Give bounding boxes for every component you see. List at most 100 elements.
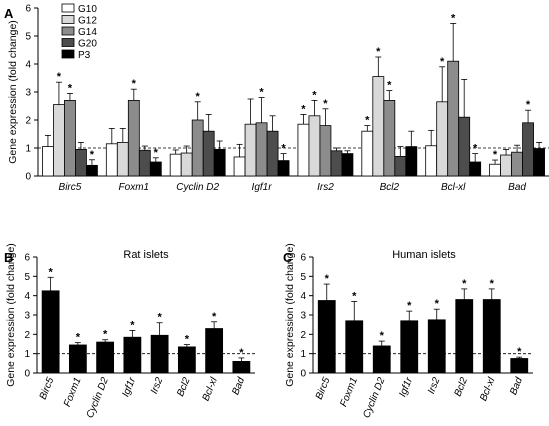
bar xyxy=(42,146,54,177)
bar xyxy=(469,161,482,177)
y-tick-label: 4 xyxy=(24,291,30,302)
legend-label: G10 xyxy=(78,4,97,15)
significance-star: * xyxy=(132,78,137,90)
bar xyxy=(86,164,98,177)
bar xyxy=(138,149,151,177)
significance-star: * xyxy=(259,87,264,99)
significance-star: * xyxy=(440,56,445,68)
category-label: Bcl2 xyxy=(380,182,400,193)
significance-star: * xyxy=(90,149,95,161)
category-label: Bad xyxy=(508,376,525,397)
legend-swatch xyxy=(61,26,75,36)
y-tick-label: 2 xyxy=(24,330,30,341)
bar xyxy=(533,148,545,177)
bar xyxy=(361,130,374,177)
category-label: Birc5 xyxy=(38,376,57,402)
y-tick-label: 3 xyxy=(300,311,306,322)
y-tick-label: 1 xyxy=(25,144,31,155)
category-label: Bcl-xl xyxy=(201,375,221,403)
significance-star: * xyxy=(57,71,62,83)
bar xyxy=(266,130,279,177)
bar xyxy=(255,122,268,177)
significance-star: * xyxy=(239,347,244,359)
significance-star: * xyxy=(365,115,370,127)
bar xyxy=(116,141,129,177)
y-tick-label: 3 xyxy=(25,88,31,99)
significance-star: * xyxy=(212,311,217,323)
y-tick-label: 2 xyxy=(25,116,31,127)
y-tick-label: 4 xyxy=(25,60,31,71)
bar xyxy=(213,148,226,177)
category-label: Igf1r xyxy=(397,375,415,398)
legend-label: G14 xyxy=(78,27,97,38)
category-label: Bcl2 xyxy=(175,376,193,399)
panel-title: Human islets xyxy=(392,249,456,261)
legend-label: P3 xyxy=(78,50,91,61)
y-tick-label: 6 xyxy=(300,253,306,264)
significance-star: * xyxy=(323,98,328,110)
significance-star: * xyxy=(325,273,330,285)
bar xyxy=(205,328,224,374)
significance-star: * xyxy=(490,278,495,290)
panel-a: A 0 1 2 3 4 5 6 Gene expression (fold change) * * *… xyxy=(4,3,549,193)
bar xyxy=(127,100,140,177)
bar xyxy=(68,344,87,374)
significance-star: * xyxy=(376,46,381,58)
bar xyxy=(123,336,142,374)
y-tick-label: 0 xyxy=(300,369,306,380)
bar xyxy=(277,160,290,177)
category-label: Bcl-xl xyxy=(441,182,466,193)
bar xyxy=(244,123,257,177)
significance-star: * xyxy=(130,319,135,331)
significance-star: * xyxy=(407,300,412,312)
significance-star: * xyxy=(68,82,73,94)
bar xyxy=(53,104,65,177)
panel-c: C Human islets 0 1 2 3 4 5 6 Gene expression (fol… xyxy=(283,243,533,420)
bar xyxy=(510,358,529,374)
significance-star: * xyxy=(387,80,392,92)
y-tick-label: 2 xyxy=(300,330,306,341)
significance-star: * xyxy=(281,143,286,155)
category-label: Foxm1 xyxy=(62,376,84,408)
bar xyxy=(427,319,446,374)
bar xyxy=(345,320,364,374)
legend-swatch xyxy=(61,3,75,13)
category-label: Foxm1 xyxy=(338,376,360,408)
significance-star: * xyxy=(48,266,53,278)
bar xyxy=(232,360,251,374)
bar xyxy=(394,155,407,177)
bar xyxy=(64,100,76,177)
bar xyxy=(169,153,182,177)
y-tick-label: 4 xyxy=(300,291,306,302)
bar xyxy=(455,299,474,374)
category-label: Irs2 xyxy=(317,182,334,193)
significance-star: * xyxy=(380,330,385,342)
y-tick-label: 1 xyxy=(300,349,306,360)
significance-star: * xyxy=(517,346,522,358)
significance-star: * xyxy=(185,334,190,346)
bar xyxy=(150,334,169,374)
bar xyxy=(180,152,193,177)
bar xyxy=(458,116,471,177)
y-tick-label: 6 xyxy=(25,4,31,15)
category-label: Bcl-xl xyxy=(478,375,498,403)
bar xyxy=(149,161,162,177)
category-label: Irs2 xyxy=(426,376,443,396)
category-label: Birc5 xyxy=(314,376,333,402)
bar xyxy=(372,345,391,374)
bar xyxy=(511,151,523,177)
y-tick-label: 1 xyxy=(24,349,30,360)
bar xyxy=(489,163,501,177)
significance-star: * xyxy=(451,12,456,24)
legend-swatch xyxy=(61,38,75,47)
panel-label: A xyxy=(4,6,14,21)
significance-star: * xyxy=(462,278,467,290)
bar xyxy=(405,146,418,177)
bar xyxy=(191,119,204,177)
significance-star: * xyxy=(473,143,478,155)
bar xyxy=(202,130,215,177)
panel-title: Rat islets xyxy=(123,249,169,261)
category-label: Igf1r xyxy=(120,375,138,398)
category-label: Bad xyxy=(230,376,247,397)
bar xyxy=(41,290,60,374)
